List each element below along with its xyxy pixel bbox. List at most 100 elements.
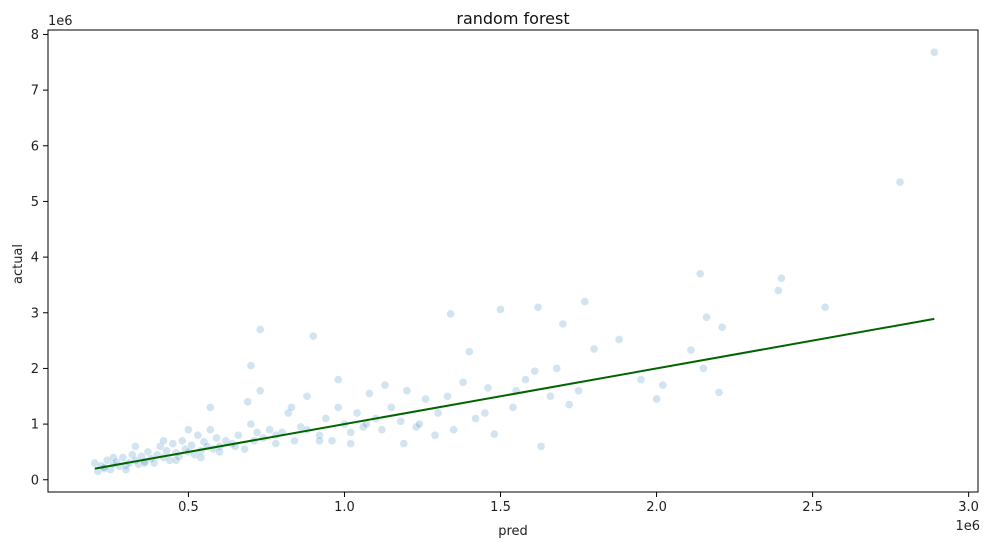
- data-point: [255, 386, 265, 396]
- data-point: [686, 345, 696, 355]
- chart-title: random forest: [456, 9, 569, 28]
- data-point: [287, 403, 296, 412]
- data-point: [443, 391, 452, 401]
- reference-line: [94, 317, 935, 470]
- data-point: [365, 389, 374, 398]
- x-tick-label: 2.0: [646, 500, 667, 515]
- data-point: [433, 408, 443, 418]
- data-point: [128, 450, 137, 460]
- data-point: [386, 403, 396, 412]
- data-point: [777, 273, 786, 283]
- y-axis: 0 1 2 3 4 5 6 7 8: [31, 28, 48, 488]
- data-point: [471, 414, 480, 423]
- data-point: [109, 453, 118, 462]
- x-tick-label: 1.0: [334, 500, 355, 515]
- data-point: [206, 403, 215, 412]
- data-point: [480, 408, 490, 418]
- data-point: [636, 375, 646, 384]
- data-point: [402, 386, 412, 396]
- y-axis-label: actual: [11, 244, 26, 284]
- data-point: [483, 383, 493, 393]
- data-point: [240, 444, 249, 454]
- data-point: [187, 440, 196, 450]
- data-point: [530, 366, 540, 376]
- x-tick-label: 0.5: [178, 500, 199, 515]
- data-point: [333, 403, 343, 412]
- data-point: [449, 425, 459, 435]
- data-point: [159, 436, 168, 446]
- data-point: [177, 436, 187, 446]
- data-point: [149, 458, 159, 468]
- data-point: [199, 437, 209, 447]
- data-point: [308, 331, 318, 341]
- x-tick-label: 1.5: [490, 500, 511, 515]
- data-point: [352, 408, 362, 418]
- data-point: [165, 455, 174, 465]
- data-point: [399, 439, 409, 448]
- y-tick-label: 0: [31, 473, 39, 488]
- data-point: [131, 442, 140, 451]
- data-point: [206, 425, 215, 435]
- data-point: [121, 465, 131, 475]
- y-tick-label: 8: [31, 28, 39, 43]
- data-point: [652, 394, 661, 404]
- data-point: [162, 446, 171, 456]
- data-point: [118, 453, 128, 462]
- data-point: [196, 453, 206, 462]
- data-point: [421, 394, 430, 404]
- data-point: [658, 380, 668, 390]
- x-tick-label: 3.0: [958, 500, 979, 515]
- axes-frame: [47, 29, 979, 493]
- data-point: [773, 286, 783, 295]
- x-axis: 0.5 1.0 1.5 2.0 2.5 3.0: [178, 492, 979, 515]
- data-point: [243, 397, 252, 407]
- y-tick-label: 4: [31, 251, 39, 266]
- y-tick-label: 7: [31, 84, 39, 99]
- data-point: [895, 177, 905, 187]
- x-offset-text: 1e6: [955, 519, 980, 534]
- data-point: [717, 322, 727, 332]
- data-point: [271, 439, 281, 448]
- data-point: [333, 375, 343, 384]
- data-point: [193, 430, 203, 440]
- data-point: [212, 433, 221, 443]
- data-point: [458, 377, 468, 387]
- data-point: [396, 416, 406, 426]
- data-point: [90, 458, 100, 468]
- data-point: [580, 297, 590, 306]
- data-point: [589, 344, 599, 354]
- data-point: [508, 403, 518, 412]
- data-point: [521, 375, 530, 384]
- data-point: [377, 425, 387, 435]
- data-point: [283, 408, 293, 418]
- data-point: [574, 386, 583, 396]
- data-point: [246, 361, 256, 370]
- data-point: [246, 419, 256, 429]
- x-axis-label: pred: [498, 524, 528, 539]
- y-tick-label: 2: [31, 362, 39, 377]
- data-point: [380, 380, 390, 390]
- data-point: [614, 335, 624, 344]
- plot-area: [90, 47, 939, 476]
- data-point: [184, 425, 193, 435]
- data-point: [489, 429, 499, 439]
- data-point: [302, 391, 312, 401]
- data-point: [265, 425, 274, 435]
- data-point: [327, 436, 337, 446]
- data-point: [446, 309, 455, 319]
- data-point: [533, 302, 543, 312]
- data-point: [346, 439, 356, 448]
- y-tick-label: 5: [31, 195, 39, 210]
- data-point: [168, 439, 178, 448]
- data-point: [820, 302, 830, 312]
- data-point: [714, 388, 724, 397]
- data-point: [315, 436, 324, 446]
- data-point: [536, 442, 546, 451]
- data-point: [464, 347, 474, 357]
- data-point: [695, 269, 705, 279]
- x-tick-label: 2.5: [802, 500, 823, 515]
- data-point: [702, 312, 711, 322]
- data-point: [699, 364, 708, 373]
- y-tick-label: 3: [31, 306, 39, 321]
